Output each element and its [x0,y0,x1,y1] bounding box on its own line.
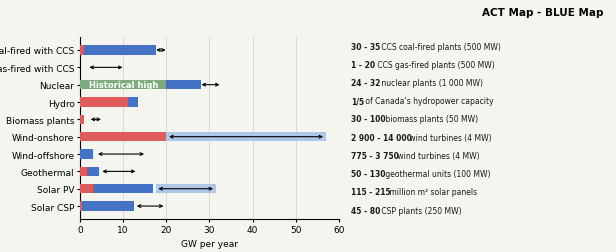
Text: wind turbines (4 MW): wind turbines (4 MW) [395,151,480,160]
Text: 30 - 100: 30 - 100 [351,115,386,124]
Text: Historical high: Historical high [89,81,158,90]
Bar [128,98,138,107]
Text: 50 - 130: 50 - 130 [351,169,386,178]
Text: 30 - 35: 30 - 35 [351,42,380,51]
Text: CCS gas-fired plants (500 MW): CCS gas-fired plants (500 MW) [375,60,495,70]
Bar [83,202,134,211]
Text: nuclear plants (1 000 MW): nuclear plants (1 000 MW) [379,79,483,88]
Text: CCS coal-fired plants (500 MW): CCS coal-fired plants (500 MW) [379,42,501,51]
Bar [80,98,128,107]
Text: 115 - 215: 115 - 215 [351,187,391,197]
Text: geothermal units (100 MW): geothermal units (100 MW) [383,169,491,178]
Bar [166,81,201,90]
Bar [80,150,93,159]
Text: of Canada’s hydropower capacity: of Canada’s hydropower capacity [363,97,494,106]
Text: biomass plants (50 MW): biomass plants (50 MW) [383,115,478,124]
Text: CSP plants (250 MW): CSP plants (250 MW) [379,206,462,215]
Text: 1 - 20: 1 - 20 [351,60,375,70]
Bar [86,167,100,176]
Text: 775 - 3 750: 775 - 3 750 [351,151,399,160]
Bar [80,184,93,194]
Bar [93,184,153,194]
Bar [156,184,216,194]
X-axis label: GW per year: GW per year [181,239,238,248]
Bar [80,132,166,142]
Text: 1/5: 1/5 [351,97,364,106]
Text: 45 - 80: 45 - 80 [351,206,381,215]
Bar [80,202,83,211]
Bar [80,81,166,90]
Text: 24 - 32: 24 - 32 [351,79,381,88]
Bar [80,167,86,176]
Bar [166,132,326,142]
Text: ACT Map - BLUE Map: ACT Map - BLUE Map [482,8,604,18]
Bar [80,115,84,125]
Text: 2 900 - 14 000: 2 900 - 14 000 [351,133,412,142]
Text: million m² solar panels: million m² solar panels [387,187,477,197]
Text: wind turbines (4 MW): wind turbines (4 MW) [407,133,492,142]
Bar [80,46,84,55]
Bar [84,46,156,55]
